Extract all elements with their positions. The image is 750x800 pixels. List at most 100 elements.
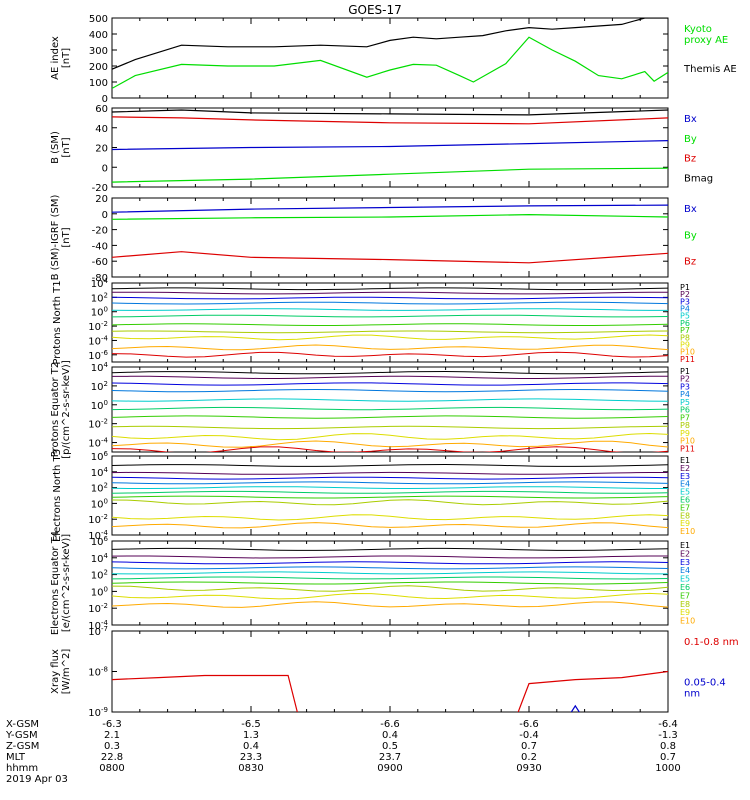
y-axis-label: Protons Equator T2[p/(cm^2-s-sr-keV)] xyxy=(50,360,72,459)
legend-label: P1 xyxy=(680,367,690,376)
series-line-p11 xyxy=(112,351,668,358)
legend-label: P11 xyxy=(680,355,695,364)
orbit-footer: X-GSM -6.3 -6.5 -6.6 -6.6 -6.4Y-GSM 2.1 1.3 0.4-… xyxy=(5,719,681,785)
footer-value: 0900 xyxy=(377,763,402,774)
y-axis-label: B (SM)-IGRF (SM)[nT] xyxy=(50,195,72,281)
series-line-p1 xyxy=(112,370,668,375)
legend-label: P4 xyxy=(680,305,690,314)
legend-label: P8 xyxy=(680,421,690,430)
y-tick-label: 400 xyxy=(89,30,108,41)
series-line-0-1-0-8-nm xyxy=(112,670,668,712)
y-tick-label: 102 xyxy=(91,482,108,495)
footer-row-label: MLT xyxy=(6,752,26,763)
legend-label: Bx xyxy=(684,114,697,125)
footer-value: 0930 xyxy=(516,763,541,774)
y-tick-label: 0 xyxy=(102,94,108,105)
footer-value: -6.5 xyxy=(241,719,261,730)
series-line-e4 xyxy=(112,566,668,570)
panel-bigrf: -80 -60 -40 -20 0 20 B (SM)-IGRF (SM)[nT] Bx By B… xyxy=(50,194,697,284)
series-line-e5 xyxy=(112,571,668,575)
footer-value: 1.3 xyxy=(243,730,259,741)
series-line-p7 xyxy=(112,415,668,419)
footer-value: 0.5 xyxy=(382,741,398,752)
legend-label: P11 xyxy=(680,444,695,453)
legend-label: proxy AE xyxy=(684,35,728,46)
panel-frame xyxy=(111,107,669,188)
legend-label: E2 xyxy=(680,549,690,558)
footer-value: 0.3 xyxy=(104,741,120,752)
y-tick-label: -80 xyxy=(92,273,108,284)
series-line-e10 xyxy=(112,522,668,529)
legend-label: P5 xyxy=(680,398,690,407)
series-line-p1 xyxy=(112,287,668,291)
legend-label: E4 xyxy=(680,480,690,489)
legend-label: E3 xyxy=(680,558,690,567)
footer-value: 0800 xyxy=(99,763,124,774)
y-axis-label: B (SM)[nT] xyxy=(50,131,72,164)
legend-label: P3 xyxy=(680,297,690,306)
series-line-p5 xyxy=(112,398,668,402)
legend-label: P8 xyxy=(680,333,690,342)
legend-label: E8 xyxy=(680,600,690,609)
legend-label: Bz xyxy=(684,257,696,268)
footer-value: -6.3 xyxy=(102,719,122,730)
y-tick-label: 0 xyxy=(102,163,108,174)
y-tick-label: 100 xyxy=(91,306,108,319)
legend-label: P3 xyxy=(680,382,690,391)
y-tick-label: -20 xyxy=(92,226,108,237)
footer-row-label: Z-GSM xyxy=(6,741,39,752)
series-line-e2 xyxy=(112,555,668,559)
series-line-p2 xyxy=(112,375,668,379)
y-tick-label: 100 xyxy=(91,585,108,598)
footer-row-label: Y-GSM xyxy=(5,730,38,741)
series-line-kyoto-proxy-ae xyxy=(112,36,668,89)
panel-electrons_equator: 106 104 102 100 10-2 10-4 Electrons Equator T4… xyxy=(50,531,695,635)
legend-label: P6 xyxy=(680,319,690,328)
legend-label: Kyoto xyxy=(684,24,712,35)
legend-label: Bx xyxy=(684,204,697,215)
footer-value: -1.3 xyxy=(658,730,678,741)
panel-protons_equator: 104 102 100 10-2 10-4 Protons Equator T2[p/(c… xyxy=(50,360,695,459)
series-line-p7 xyxy=(112,323,668,326)
series-line-e4 xyxy=(112,481,668,485)
panel-bsm: -20 0 20 40 60 B (SM)[nT] Bx By Bz Bmag xyxy=(50,104,713,194)
y-axis-label: Electrons Equator T4[e/(cm^2-s-sr-keV)] xyxy=(50,531,72,635)
legend-label: P7 xyxy=(680,326,690,335)
legend-label: E1 xyxy=(680,456,690,465)
y-tick-label: 60 xyxy=(95,104,108,115)
series-line-p8 xyxy=(112,330,668,334)
legend-label: P9 xyxy=(680,340,690,349)
series-line-e8 xyxy=(112,499,668,506)
footer-value: -0.4 xyxy=(519,730,539,741)
series-line-p9 xyxy=(112,432,668,441)
footer-value: 0.8 xyxy=(660,741,676,752)
footer-value: -6.6 xyxy=(519,719,539,730)
legend-label: P5 xyxy=(680,312,690,321)
y-tick-label: 104 xyxy=(91,552,109,565)
legend-label: P4 xyxy=(680,390,690,399)
series-line-p10 xyxy=(112,344,668,351)
series-line-e9 xyxy=(112,514,668,521)
legend-label: E3 xyxy=(680,472,690,481)
legend-label: E7 xyxy=(680,591,690,600)
series-line-bz xyxy=(112,116,668,125)
footer-value: 22.8 xyxy=(101,752,123,763)
legend-label: E6 xyxy=(680,583,690,592)
legend-label: E9 xyxy=(680,519,690,528)
series-line-e6 xyxy=(112,576,668,580)
series-line-e7 xyxy=(112,495,668,499)
legend-label: E8 xyxy=(680,511,690,520)
panel-frame xyxy=(111,630,669,713)
legend-label: E10 xyxy=(680,617,695,626)
legend-label: E1 xyxy=(680,541,690,550)
y-tick-label: 10-2 xyxy=(88,320,108,333)
y-tick-label: 102 xyxy=(91,569,108,582)
legend-label: P6 xyxy=(680,406,690,415)
legend-label: E5 xyxy=(680,575,690,584)
series-line-0-05-0-4-nm xyxy=(570,704,581,712)
series-line-e5 xyxy=(112,486,668,489)
y-tick-label: -60 xyxy=(92,257,108,268)
y-axis-label: Protons North T1 xyxy=(52,280,63,364)
